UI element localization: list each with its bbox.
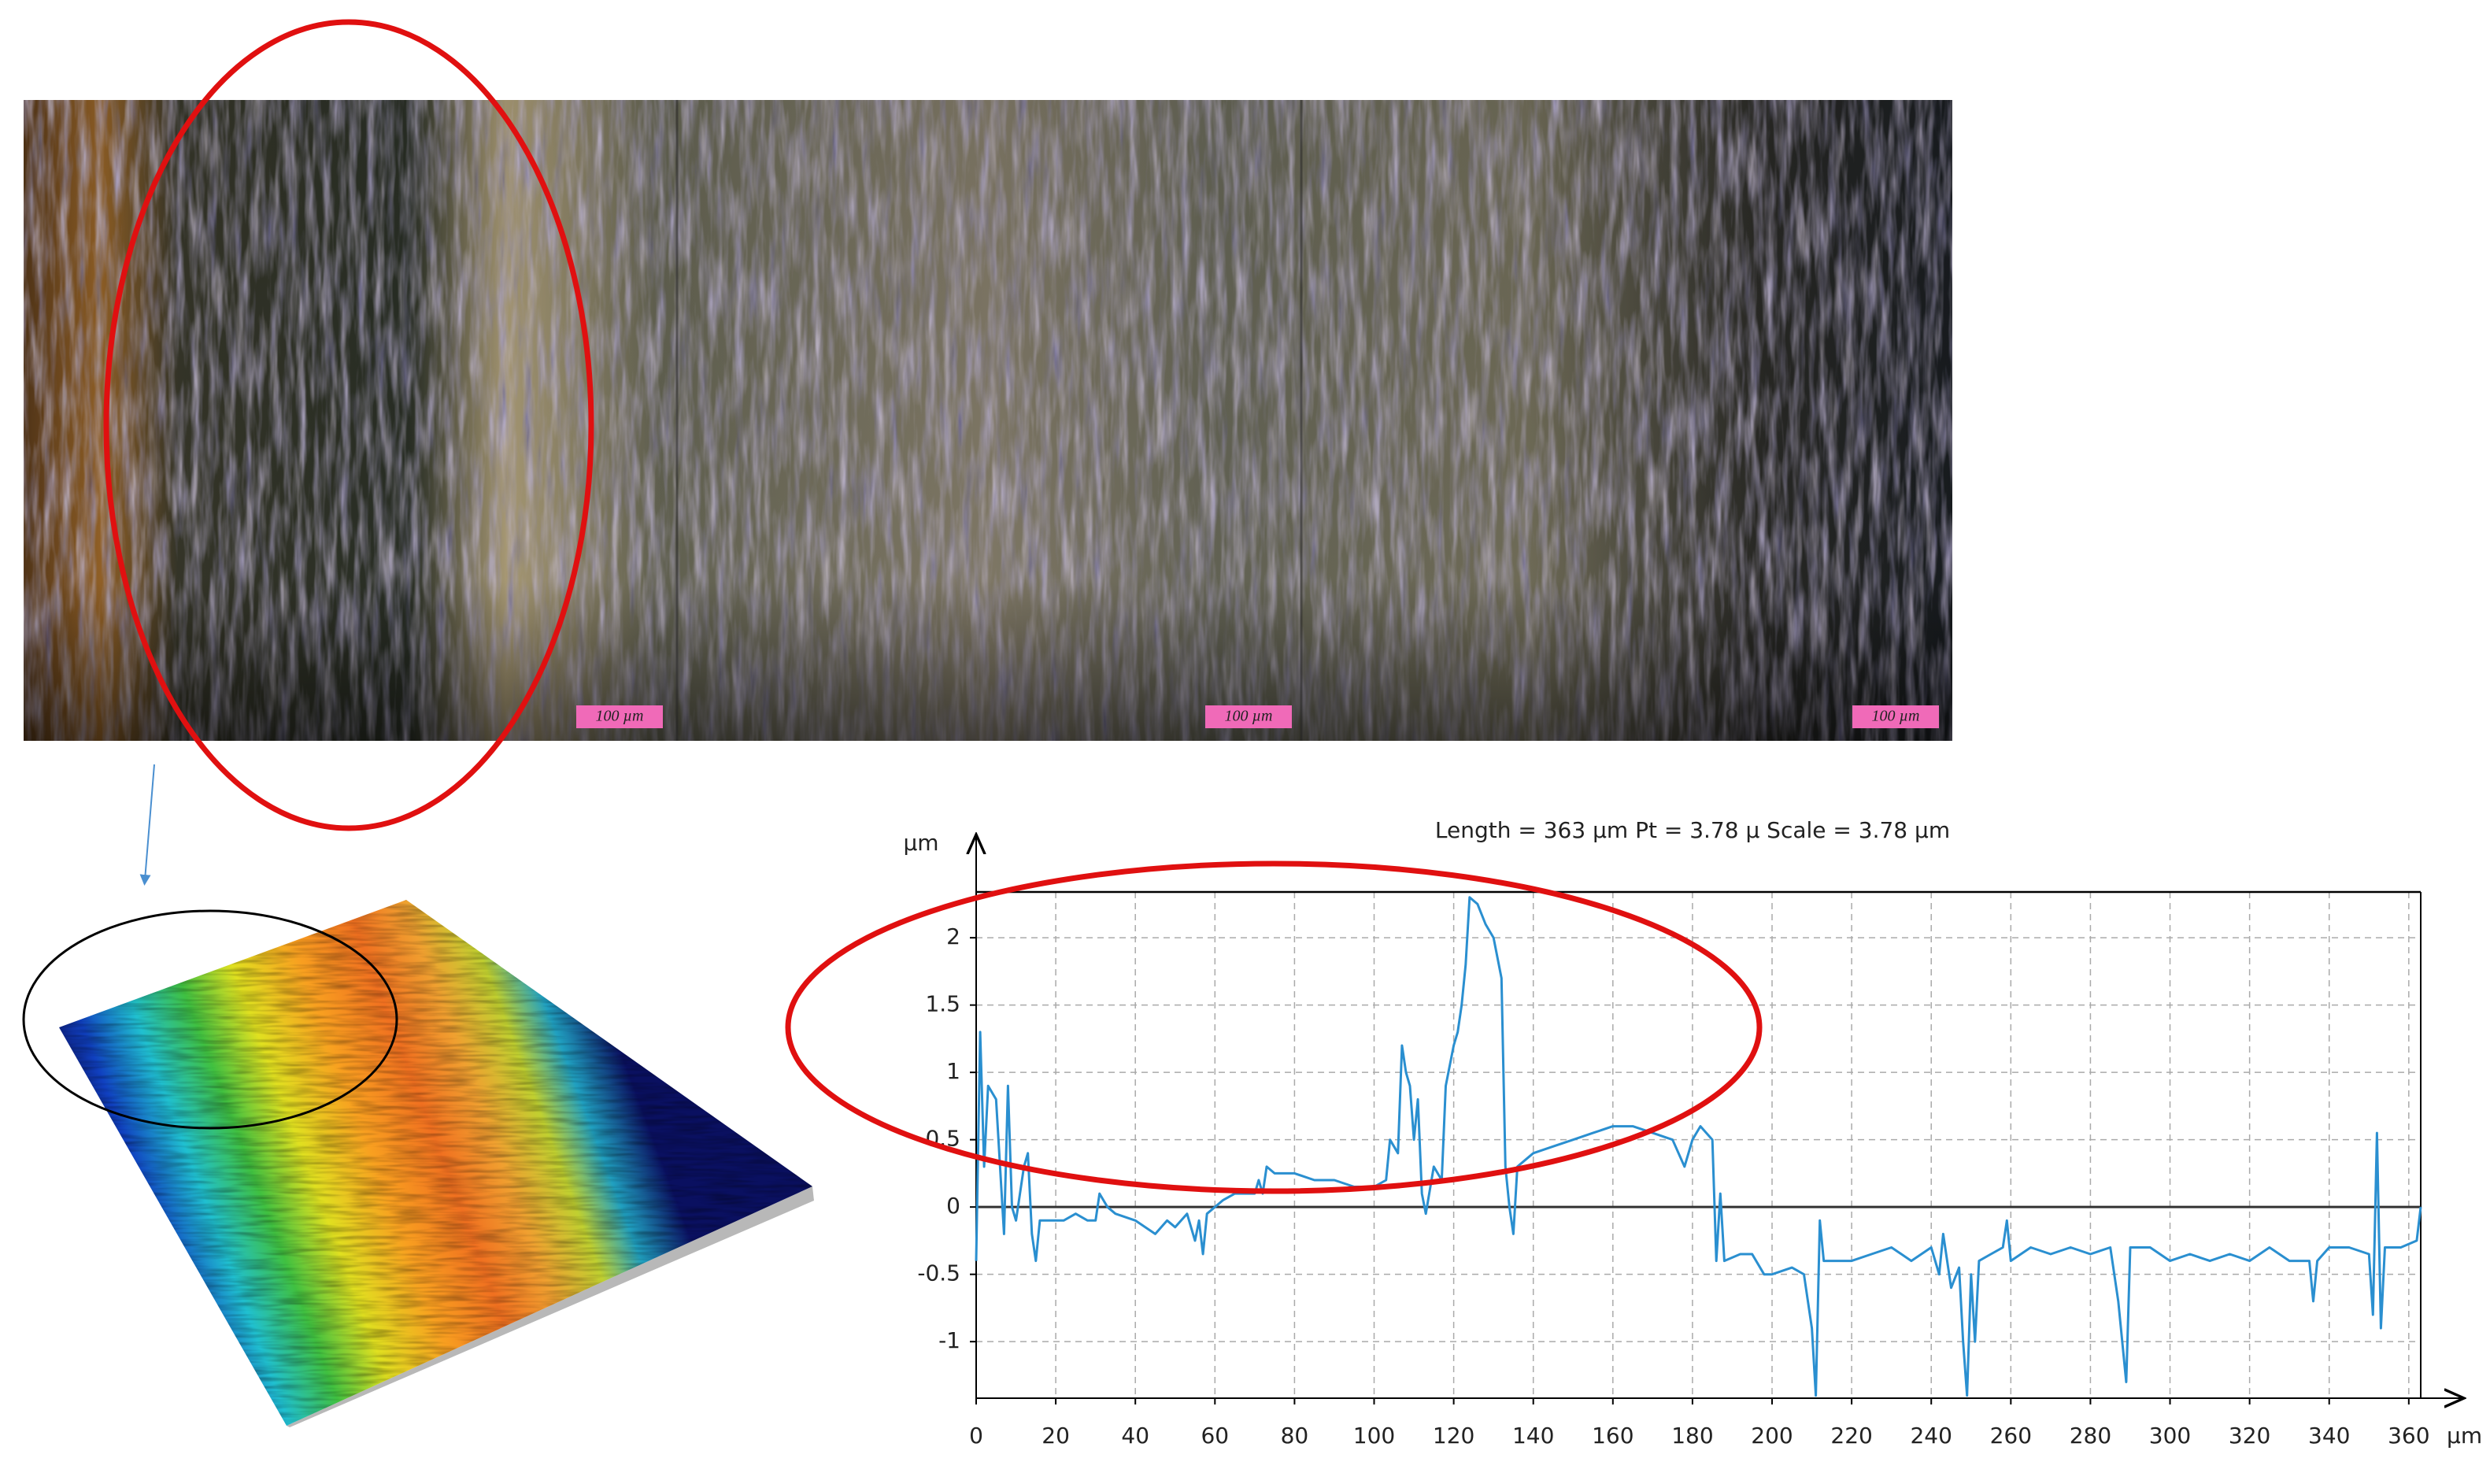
chart-title: Length = 363 µm Pt = 3.78 µ Scale = 3.78… bbox=[1435, 817, 1950, 843]
surface-texture bbox=[59, 900, 812, 1426]
x-tick-label: 220 bbox=[1830, 1423, 1872, 1449]
x-tick-label: 120 bbox=[1433, 1423, 1474, 1449]
arrow bbox=[139, 764, 155, 886]
x-tick-label: 200 bbox=[1751, 1423, 1793, 1449]
x-tick-label: 160 bbox=[1592, 1423, 1633, 1449]
x-tick-label: 360 bbox=[2388, 1423, 2429, 1449]
scale-label: 100 µm bbox=[1872, 708, 1920, 725]
micrograph-shade bbox=[24, 100, 1952, 741]
y-tick-label: -0.5 bbox=[917, 1260, 960, 1286]
x-tick-label: 320 bbox=[2229, 1423, 2270, 1449]
y-tick-label: 1.5 bbox=[925, 991, 960, 1017]
x-axis-label: µm bbox=[2447, 1423, 2482, 1449]
highlight-ellipse bbox=[103, 19, 594, 831]
scale-label: 100 µm bbox=[1225, 708, 1273, 725]
x-tick-label: 280 bbox=[2070, 1423, 2111, 1449]
scale-label: 100 µm bbox=[596, 708, 644, 725]
x-tick-label: 20 bbox=[1042, 1423, 1070, 1449]
highlight-ellipse bbox=[785, 860, 1763, 1194]
y-tick-label: 2 bbox=[946, 923, 960, 949]
x-tick-label: 60 bbox=[1201, 1423, 1229, 1449]
y-axis-label: µm bbox=[903, 830, 938, 856]
y-tick-label: 0 bbox=[946, 1193, 960, 1219]
x-tick-label: 180 bbox=[1671, 1423, 1713, 1449]
x-tick-label: 40 bbox=[1121, 1423, 1149, 1449]
x-tick-label: 100 bbox=[1353, 1423, 1395, 1449]
x-tick-label: 0 bbox=[969, 1423, 983, 1449]
surface-3d bbox=[22, 900, 814, 1427]
surface-side bbox=[287, 1186, 814, 1427]
y-tick-label: -1 bbox=[938, 1327, 960, 1353]
profile-line bbox=[975, 896, 2422, 1397]
micrograph: 100 µm 100 µm 100 µm bbox=[24, 19, 1952, 831]
x-tick-label: 260 bbox=[1990, 1423, 2032, 1449]
scale-bar bbox=[576, 705, 663, 728]
x-tick-label: 140 bbox=[1512, 1423, 1554, 1449]
x-tick-label: 340 bbox=[2308, 1423, 2350, 1449]
scale-bar bbox=[1205, 705, 1292, 728]
x-tick-label: 240 bbox=[1910, 1423, 1952, 1449]
x-tick-label: 80 bbox=[1281, 1423, 1309, 1449]
highlight-ellipse bbox=[22, 909, 398, 1130]
y-tick-label: 1 bbox=[946, 1058, 960, 1084]
x-tick-label: 300 bbox=[2149, 1423, 2191, 1449]
scale-bar bbox=[1852, 705, 1939, 728]
profile-chart: Length = 363 µm Pt = 3.78 µ Scale = 3.78… bbox=[785, 817, 2482, 1449]
